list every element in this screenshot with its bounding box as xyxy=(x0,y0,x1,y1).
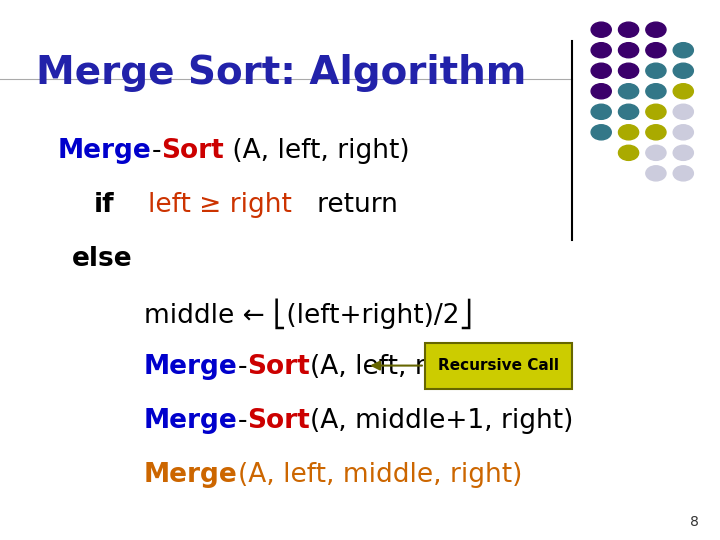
Text: -: - xyxy=(238,408,247,434)
Text: Sort: Sort xyxy=(161,138,224,164)
Circle shape xyxy=(673,43,693,58)
Text: (A, left, middle): (A, left, middle) xyxy=(310,354,516,380)
Text: return: return xyxy=(292,192,397,218)
Circle shape xyxy=(591,22,611,37)
Circle shape xyxy=(673,84,693,99)
Circle shape xyxy=(591,84,611,99)
Text: Merge: Merge xyxy=(144,462,238,488)
Text: left ≥ right: left ≥ right xyxy=(148,192,292,218)
Text: (A, left, right): (A, left, right) xyxy=(224,138,409,164)
Circle shape xyxy=(618,63,639,78)
Text: (A, left, middle, right): (A, left, middle, right) xyxy=(238,462,522,488)
Circle shape xyxy=(591,63,611,78)
Text: if: if xyxy=(94,192,114,218)
Circle shape xyxy=(646,63,666,78)
Text: 8: 8 xyxy=(690,515,698,529)
Circle shape xyxy=(618,22,639,37)
Text: middle ← ⎣(left+right)/2⎦: middle ← ⎣(left+right)/2⎦ xyxy=(144,298,473,328)
Circle shape xyxy=(646,84,666,99)
Circle shape xyxy=(618,84,639,99)
Text: Merge: Merge xyxy=(144,354,238,380)
Circle shape xyxy=(618,43,639,58)
Circle shape xyxy=(673,125,693,140)
Circle shape xyxy=(646,166,666,181)
Circle shape xyxy=(618,125,639,140)
Text: -: - xyxy=(238,354,247,380)
Text: Sort: Sort xyxy=(247,408,310,434)
Text: -: - xyxy=(151,138,161,164)
Circle shape xyxy=(591,104,611,119)
Circle shape xyxy=(673,145,693,160)
Text: Merge: Merge xyxy=(58,138,151,164)
Text: Recursive Call: Recursive Call xyxy=(438,359,559,373)
FancyBboxPatch shape xyxy=(425,343,572,389)
Circle shape xyxy=(646,43,666,58)
Text: Sort: Sort xyxy=(247,354,310,380)
Text: else: else xyxy=(72,246,132,272)
Circle shape xyxy=(673,63,693,78)
Circle shape xyxy=(618,145,639,160)
Text: Merge Sort: Algorithm: Merge Sort: Algorithm xyxy=(36,54,526,92)
Circle shape xyxy=(591,125,611,140)
Circle shape xyxy=(646,125,666,140)
Circle shape xyxy=(646,145,666,160)
Circle shape xyxy=(618,104,639,119)
Circle shape xyxy=(646,104,666,119)
Circle shape xyxy=(673,104,693,119)
Text: Merge: Merge xyxy=(144,408,238,434)
Circle shape xyxy=(673,166,693,181)
Text: (A, middle+1, right): (A, middle+1, right) xyxy=(310,408,573,434)
Circle shape xyxy=(591,43,611,58)
Circle shape xyxy=(646,22,666,37)
